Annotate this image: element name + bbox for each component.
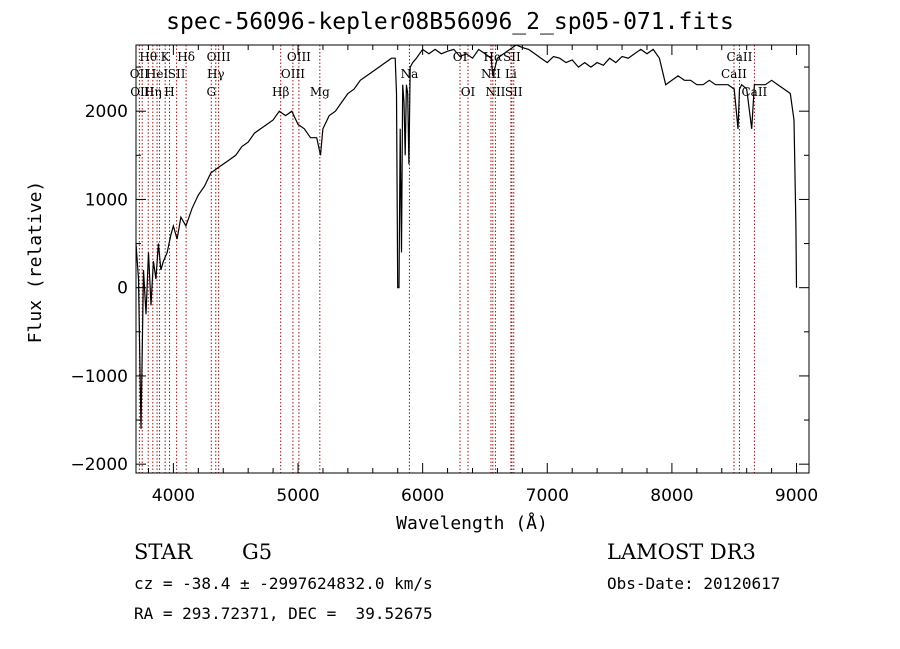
object-subclass: G5	[242, 540, 273, 564]
line-label-0: OII	[130, 67, 150, 81]
x-tick-label-5: 9000	[775, 486, 818, 506]
line-label-7: H	[164, 85, 174, 99]
line-label-4: HeI	[146, 67, 169, 81]
x-tick-label-4: 8000	[650, 486, 693, 506]
line-label-3: Hη	[144, 85, 162, 99]
line-label-21: Hα	[484, 50, 503, 64]
line-label-6: K	[161, 50, 171, 64]
y-tick-label-4: 2000	[85, 102, 128, 122]
x-tick-label-3: 7000	[526, 486, 569, 506]
y-axis-label: Flux (relative)	[25, 181, 46, 344]
line-label-14: OIII	[281, 67, 305, 81]
line-label-26: CaII	[721, 67, 747, 81]
line-label-10: G	[206, 85, 216, 99]
line-label-27: CaII	[727, 50, 753, 64]
chart-title: spec-56096-kepler08B56096_2_sp05-071.fit…	[166, 9, 734, 35]
spectral-line-markers	[138, 45, 755, 473]
line-label-13: Hβ	[272, 85, 289, 99]
x-tick-label-2: 6000	[401, 486, 444, 506]
line-labels: OII OIII Hθ Hη HeI K H SII Hδ G Hγ OIII Hβ OIII OIII Mg…	[130, 50, 768, 99]
object-class: STAR	[134, 540, 193, 564]
line-label-16: Mg	[310, 85, 330, 99]
coordinates: RA = 293.72371, DEC = 39.52675	[134, 604, 433, 623]
line-label-15: OIII	[287, 50, 311, 64]
line-label-1: OIII	[130, 85, 154, 99]
line-label-25: SII	[505, 85, 523, 99]
line-label-11: Hγ	[207, 67, 225, 81]
line-label-24: SII	[503, 50, 521, 64]
line-label-23: Li	[505, 67, 517, 81]
plot-frame	[135, 44, 810, 474]
line-label-2: Hθ	[139, 50, 157, 64]
line-label-9: Hδ	[177, 50, 195, 64]
line-label-18: OI	[453, 50, 468, 64]
line-label-17: Na	[401, 67, 419, 81]
x-axis-label: Wavelength (Å)	[396, 512, 548, 534]
line-label-20: NII	[481, 67, 501, 81]
line-label-28: CaII	[741, 85, 767, 99]
x-axis-ticks: 4000 5000 6000 7000 8000 9000	[147, 45, 818, 506]
spectrum-line	[135, 44, 798, 429]
survey-name: LAMOST DR3	[607, 540, 756, 564]
y-tick-label-3: 1000	[85, 190, 128, 210]
y-axis-ticks: −2000 −1000 0 1000 2000	[70, 66, 809, 475]
line-label-8: SII	[168, 67, 186, 81]
obs-date: Obs-Date: 20120617	[607, 574, 781, 593]
line-label-12: OIII	[207, 50, 231, 64]
line-label-19: OI	[461, 85, 476, 99]
redshift-line: cz = -38.4 ± -2997624832.0 km/s	[134, 574, 433, 593]
x-tick-label-1: 5000	[276, 486, 319, 506]
line-label-22: NII	[485, 85, 505, 99]
y-tick-label-1: −1000	[70, 367, 128, 387]
x-tick-label-0: 4000	[152, 486, 195, 506]
y-tick-label-2: 0	[117, 279, 128, 299]
y-tick-label-0: −2000	[70, 455, 128, 475]
